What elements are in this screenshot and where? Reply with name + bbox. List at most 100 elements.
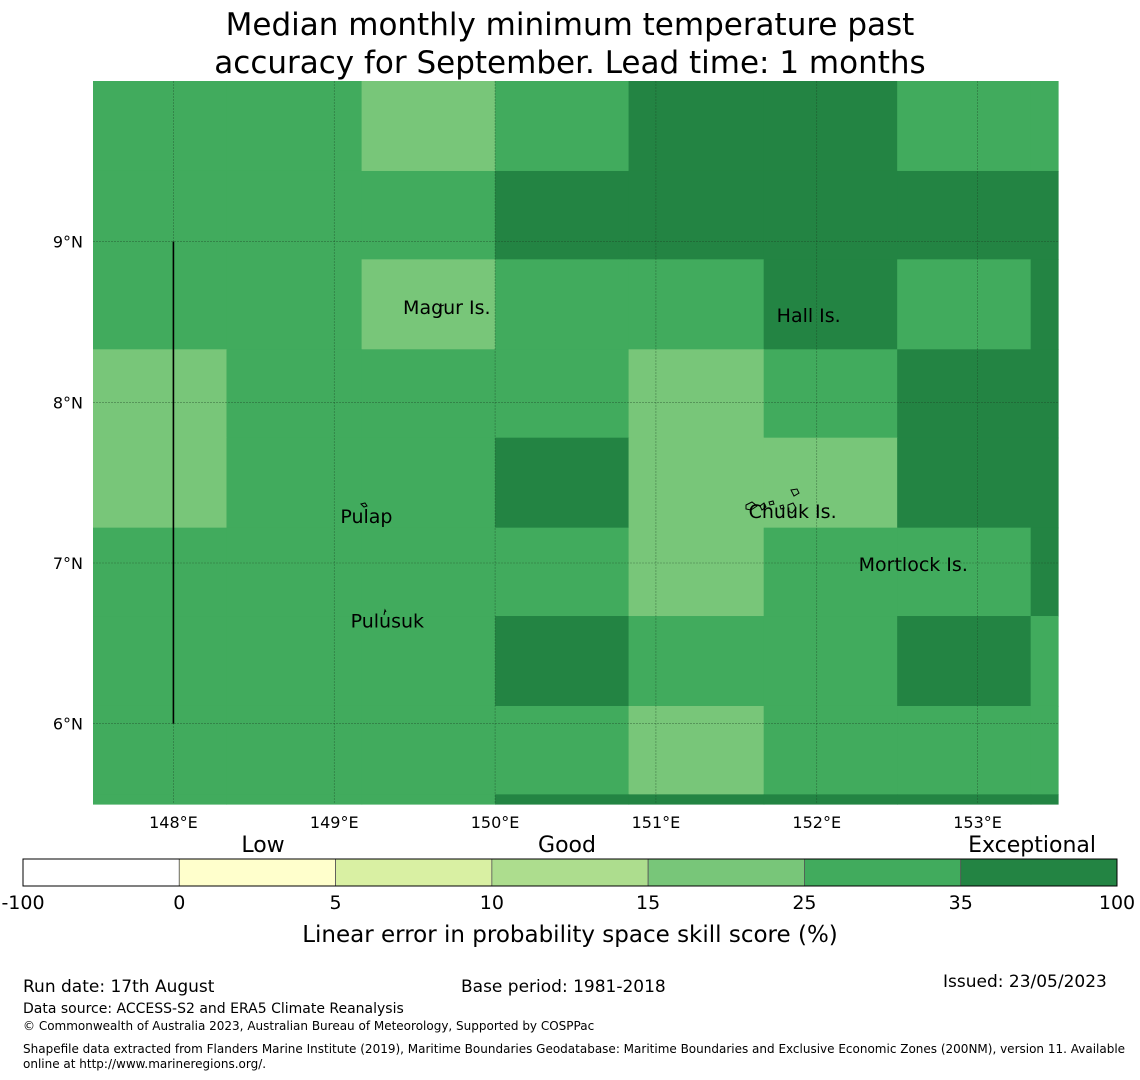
longitude-tick-label: 148°E (149, 813, 198, 832)
colorbar-tick-label: 100 (1099, 892, 1135, 914)
heatmap-cell (226, 705, 363, 795)
heatmap-cell (226, 437, 363, 529)
heatmap-cell (1030, 616, 1059, 707)
colorbar-segment (804, 858, 962, 887)
heatmap-cell (361, 794, 496, 805)
heatmap-cell (93, 81, 228, 172)
island-outline (790, 488, 800, 497)
heatmap-cell (628, 616, 765, 707)
skill-heatmap (93, 81, 1059, 805)
island-outline (360, 502, 368, 508)
heatmap-cell (763, 527, 898, 617)
place-label: Hall Is. (777, 305, 841, 327)
heatmap-cell (628, 527, 765, 617)
shapefile-credit-line-1: Shapefile data extracted from Flanders M… (23, 1042, 1126, 1056)
colorbar-tick-label: 5 (330, 892, 342, 914)
shapefile-credit-line-2: online at http://www.marineregions.org/. (23, 1057, 267, 1071)
place-label: Pulap (340, 506, 392, 528)
heatmap-cell (763, 705, 898, 795)
colorbar-segment (178, 858, 336, 887)
heatmap-cell (495, 437, 630, 529)
heatmap-cell (897, 616, 1032, 707)
data-source: Data source: ACCESS-S2 and ERA5 Climate … (23, 1001, 404, 1017)
island-outline (768, 500, 775, 506)
place-labels: Magur Is. Hall Is. Pulap Chuuk Is. Mortlock … (340, 297, 968, 632)
graticule (93, 81, 1058, 804)
heatmap-cell (226, 616, 363, 707)
heatmap-cell (361, 705, 496, 795)
heatmap-cell (628, 259, 765, 350)
heatmap-cell (361, 616, 496, 707)
colorbar-tick-label: 10 (480, 892, 504, 914)
heatmap-cell (93, 705, 228, 795)
heatmap-cell (897, 794, 1032, 805)
heatmap-cell (93, 527, 228, 617)
heatmap-cell (628, 794, 765, 805)
heatmap-cell (897, 170, 1032, 260)
island-outline (745, 501, 758, 511)
heatmap-cell (628, 705, 765, 795)
heatmap-cell (226, 527, 363, 617)
heatmap-cell (1030, 527, 1059, 617)
longitude-tick-label: 150°E (471, 813, 520, 832)
colorbar-segment (335, 858, 493, 887)
heatmap-cell (1030, 81, 1059, 172)
colorbar-tick-label: 25 (792, 892, 816, 914)
heatmap-cell (226, 259, 363, 350)
colorbar-tick-label: 15 (636, 892, 660, 914)
heatmap-cell (763, 437, 898, 529)
heatmap-cell (226, 170, 363, 260)
heatmap-cell (93, 794, 228, 805)
heatmap-cell (763, 170, 898, 260)
title-line-2: accuracy for September. Lead time: 1 mon… (214, 45, 926, 81)
colorbar-tick-label: 35 (949, 892, 973, 914)
colorbar-frame (22, 858, 1118, 887)
heatmap-cell (361, 81, 496, 172)
heatmap-cell (495, 81, 630, 172)
heatmap-cell (93, 170, 228, 260)
issued-date: Issued: 23/05/2023 (943, 972, 1107, 992)
colorbar-tick-label: -100 (1, 892, 44, 914)
heatmap-cell (495, 705, 630, 795)
heatmap-cell (763, 616, 898, 707)
heatmap-cell (1030, 705, 1059, 795)
island-outline (779, 504, 785, 510)
place-label: Magur Is. (403, 297, 491, 319)
latitude-tick-label: 8°N (53, 393, 83, 412)
heatmap-cell (628, 170, 765, 260)
heatmap-cell (897, 349, 1032, 439)
heatmap-cell (495, 259, 630, 350)
heatmap-cell (495, 794, 630, 805)
place-label: Pulusuk (351, 610, 424, 632)
place-label: Mortlock Is. (859, 554, 968, 576)
place-label: Chuuk Is. (749, 501, 837, 523)
heatmap-cell (897, 705, 1032, 795)
heatmap-cell (361, 259, 496, 350)
title-line-1: Median monthly minimum temperature past (225, 7, 915, 43)
run-date: Run date: 17th August (23, 977, 215, 997)
heatmap-cell (1030, 349, 1059, 439)
colorbar-segment (960, 858, 1118, 887)
heatmap-cell (1030, 794, 1059, 805)
heatmap-cell (226, 794, 363, 805)
heatmap-cell (361, 349, 496, 439)
heatmap-cell (628, 349, 765, 439)
heatmap-cell (1030, 170, 1059, 260)
heatmap-cell (495, 170, 630, 260)
colorbar-category-label: Low (241, 833, 284, 858)
heatmap-cell (897, 437, 1032, 529)
heatmap-cell (763, 794, 898, 805)
chart-title: Median monthly minimum temperature past … (0, 6, 1140, 82)
heatmap-cell (495, 616, 630, 707)
copyright: © Commonwealth of Australia 2023, Austra… (23, 1019, 595, 1033)
latitude-tick-label: 9°N (53, 233, 83, 252)
island-outline (787, 502, 797, 514)
heatmap-cell (897, 527, 1032, 617)
heatmap-cell (361, 170, 496, 260)
island-outline (383, 608, 387, 616)
heatmap-cell (361, 437, 496, 529)
heatmap-cell (93, 349, 228, 439)
colorbar-category-label: Good (538, 833, 596, 858)
island-outlines (360, 304, 912, 616)
heatmap-cell (628, 437, 765, 529)
